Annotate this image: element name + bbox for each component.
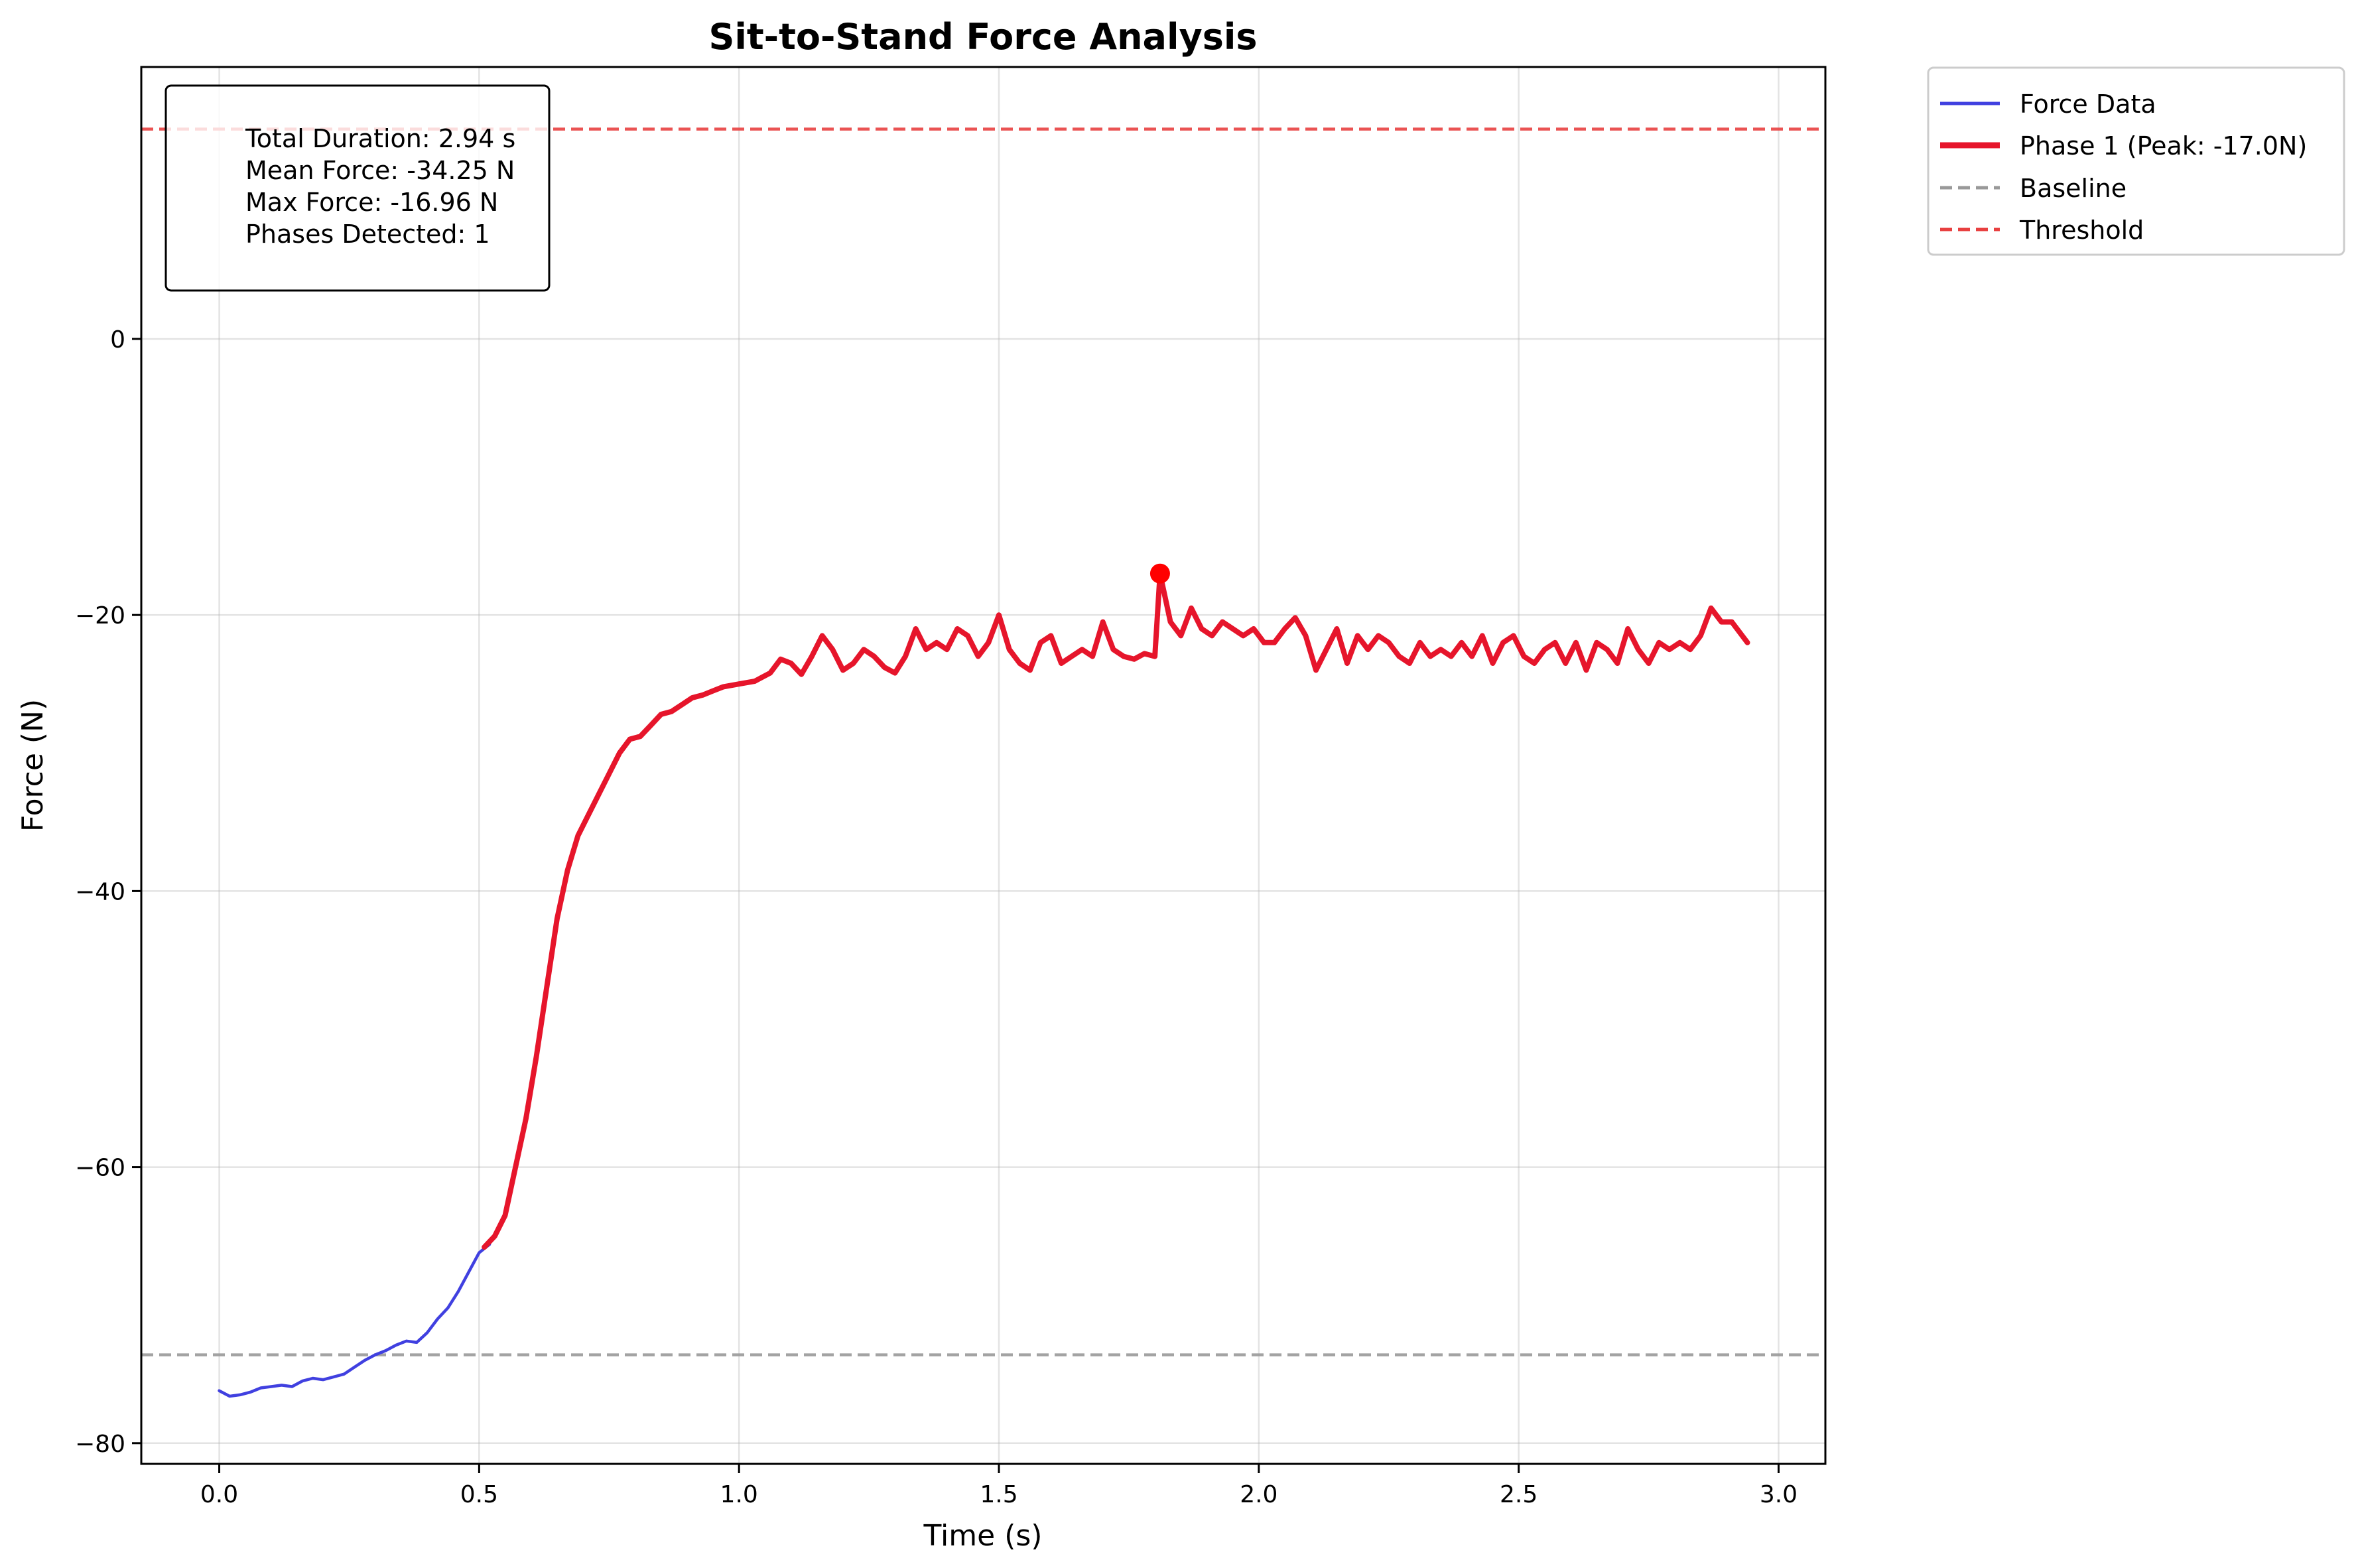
x-axis-ticks: 0.0 0.5 1.0 1.5 2.0 2.5 3.0: [200, 1464, 1798, 1508]
plot-frame: [140, 66, 1827, 1465]
x-tick-label: 1.0: [720, 1481, 758, 1508]
legend-frame: [1927, 66, 2345, 256]
stats-max-force: Max Force: -16.96 N: [245, 188, 498, 217]
x-tick-label: 0.0: [200, 1481, 238, 1508]
x-tick-label: 3.0: [1760, 1481, 1798, 1508]
series-lines: [218, 570, 1750, 1398]
x-tick-label: 2.5: [1500, 1481, 1538, 1508]
y-tick-label: 0: [110, 326, 125, 354]
y-tick-label: −40: [75, 878, 125, 905]
peak-marker-layer: [1149, 563, 1170, 584]
y-tick-label: −20: [75, 602, 125, 629]
stats-total-duration: Total Duration: 2.94 s: [245, 124, 515, 153]
x-tick-label: 0.5: [460, 1481, 498, 1508]
stats-box: Total Duration: 2.94 s Mean Force: -34.2…: [164, 84, 551, 292]
reference-lines: [141, 127, 1825, 1356]
x-tick-label: 2.0: [1240, 1481, 1277, 1508]
y-axis-label: Force (N): [16, 699, 50, 832]
legend-label-phase-1: Phase 1 (Peak: -17.0N): [2020, 131, 2307, 161]
legend: Force Data Phase 1 (Peak: -17.0N) Baseli…: [1927, 66, 2345, 256]
stats-box-frame: [164, 84, 551, 292]
y-tick-label: −80: [75, 1431, 125, 1458]
phase-1-line: [482, 570, 1750, 1250]
peak-marker: [1149, 563, 1170, 584]
stats-phases-detected: Phases Detected: 1: [245, 220, 490, 249]
force-data-line: [218, 1242, 491, 1398]
x-tick-label: 1.5: [980, 1481, 1017, 1508]
chart-title: Sit-to-Stand Force Analysis: [708, 16, 1257, 58]
stats-mean-force: Mean Force: -34.25 N: [245, 156, 515, 185]
y-axis-ticks: −80 −60 −40 −20 0: [75, 326, 141, 1458]
x-axis-label: Time (s): [923, 1519, 1043, 1553]
grid: [141, 67, 1825, 1464]
legend-label-threshold: Threshold: [2019, 216, 2144, 245]
y-tick-label: −60: [75, 1155, 125, 1182]
legend-label-baseline: Baseline: [2020, 174, 2127, 203]
legend-label-force-data: Force Data: [2020, 90, 2156, 119]
